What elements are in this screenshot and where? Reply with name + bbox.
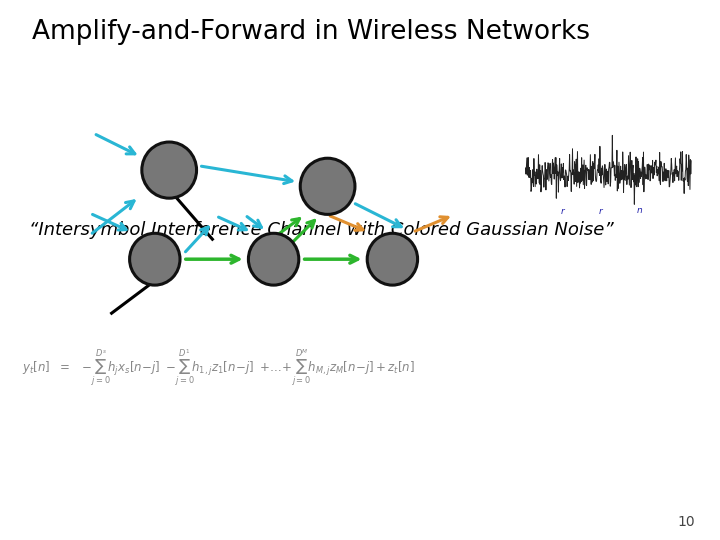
Text: “Intersymbol Interference Channel with Colored Gaussian Noise”: “Intersymbol Interference Channel with C… [29, 221, 613, 239]
Text: $r$: $r$ [598, 206, 604, 217]
Ellipse shape [130, 233, 180, 285]
Text: Amplify-and-Forward in Wireless Networks: Amplify-and-Forward in Wireless Networks [32, 19, 590, 45]
Ellipse shape [142, 142, 197, 198]
Text: $y_t[n]\ \ =\ \ -\!\sum_{j=0}^{D^s}\!h_j x_s[n\!-\!j]\ -\!\sum_{j=0}^{D^1}\!h_{1: $y_t[n]\ \ =\ \ -\!\sum_{j=0}^{D^s}\!h_j… [22, 348, 415, 388]
Text: 10: 10 [678, 515, 695, 529]
Ellipse shape [248, 233, 299, 285]
Ellipse shape [367, 233, 418, 285]
Text: $r$: $r$ [560, 206, 566, 217]
Ellipse shape [300, 158, 355, 214]
Text: $n$: $n$ [636, 206, 643, 215]
